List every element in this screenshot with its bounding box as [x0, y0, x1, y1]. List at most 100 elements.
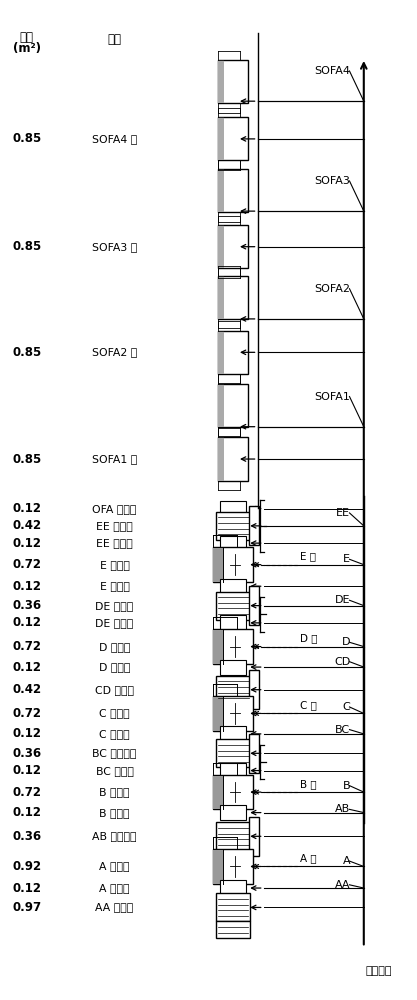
Bar: [219, 437, 248, 481]
Bar: [220, 615, 246, 630]
Text: 0.85: 0.85: [12, 346, 41, 359]
Bar: [213, 775, 254, 809]
Text: D 磨: D 磨: [301, 633, 318, 643]
Bar: [219, 225, 248, 268]
Text: AB 油二次风: AB 油二次风: [92, 831, 137, 841]
Text: AA: AA: [335, 880, 350, 890]
Bar: [216, 893, 250, 921]
Bar: [216, 676, 250, 704]
Text: A 磨: A 磨: [301, 853, 317, 863]
Text: 0.12: 0.12: [12, 502, 41, 515]
Text: BC 贴壁风: BC 贴壁风: [95, 766, 133, 776]
Text: E 层煤粉: E 层煤粉: [100, 560, 129, 570]
Text: C: C: [342, 702, 350, 712]
Bar: [219, 225, 224, 268]
Text: B 层煤粉: B 层煤粉: [99, 787, 130, 797]
Bar: [213, 775, 223, 809]
Bar: [213, 547, 223, 582]
Bar: [220, 805, 246, 820]
Text: E 周界风: E 周界风: [100, 581, 129, 591]
Text: D 周界风: D 周界风: [99, 662, 130, 672]
Bar: [220, 660, 246, 675]
Text: 二次风筱: 二次风筱: [366, 966, 392, 976]
Bar: [216, 921, 250, 938]
Text: AB: AB: [335, 804, 350, 814]
Text: DE 贴壁风: DE 贴壁风: [95, 618, 133, 628]
Text: E: E: [343, 554, 350, 564]
Text: E 磨: E 磨: [301, 551, 317, 561]
Text: 0.12: 0.12: [12, 661, 41, 674]
Bar: [219, 276, 248, 319]
Text: OFA 贴壁风: OFA 贴壁风: [92, 504, 137, 514]
Text: 0.42: 0.42: [12, 683, 41, 696]
Bar: [249, 670, 259, 709]
Text: 0.36: 0.36: [12, 747, 41, 760]
Bar: [220, 579, 246, 594]
Text: SOFA4: SOFA4: [314, 66, 350, 76]
Text: DE 辅助风: DE 辅助风: [95, 601, 133, 611]
Text: 0.97: 0.97: [12, 901, 41, 914]
Bar: [216, 512, 250, 540]
Text: D 层煤粉: D 层煤粉: [99, 642, 130, 652]
Text: 0.12: 0.12: [12, 806, 41, 819]
Text: 0.72: 0.72: [12, 558, 41, 571]
Bar: [219, 276, 224, 319]
Text: SOFA3: SOFA3: [314, 176, 350, 186]
Text: 0.85: 0.85: [12, 453, 41, 466]
Bar: [220, 880, 246, 896]
Text: SOFA1 风: SOFA1 风: [92, 454, 137, 464]
Bar: [213, 849, 254, 884]
Text: C 周界风: C 周界风: [99, 729, 130, 739]
Bar: [213, 629, 223, 664]
Text: 0.12: 0.12: [12, 764, 41, 777]
Text: 0.36: 0.36: [12, 599, 41, 612]
Bar: [220, 501, 246, 516]
Text: SOFA1: SOFA1: [314, 392, 350, 402]
Text: DE: DE: [335, 595, 350, 605]
Text: B 周界风: B 周界风: [99, 808, 130, 818]
Bar: [219, 331, 248, 374]
Bar: [219, 384, 248, 427]
Bar: [219, 60, 248, 103]
Bar: [213, 696, 223, 731]
Text: 0.12: 0.12: [12, 727, 41, 740]
Text: BC 油二次风: BC 油二次风: [92, 748, 137, 758]
Text: CD: CD: [334, 657, 350, 667]
Text: 0.12: 0.12: [12, 580, 41, 593]
Bar: [220, 763, 246, 778]
Bar: [213, 547, 254, 582]
Text: A 周界风: A 周界风: [99, 883, 130, 893]
Text: 名称: 名称: [108, 33, 121, 46]
Bar: [219, 384, 224, 427]
Bar: [220, 726, 246, 741]
Text: 0.12: 0.12: [12, 616, 41, 629]
Text: D: D: [342, 637, 350, 647]
Text: 0.85: 0.85: [12, 132, 41, 145]
Text: 0.85: 0.85: [12, 240, 41, 253]
Text: 0.72: 0.72: [12, 786, 41, 799]
Text: AA 二次风: AA 二次风: [95, 902, 133, 912]
Text: SOFA4 风: SOFA4 风: [92, 134, 137, 144]
Bar: [216, 739, 250, 767]
Bar: [219, 117, 224, 160]
Bar: [249, 506, 259, 545]
Text: 0.92: 0.92: [12, 860, 41, 873]
Text: EE: EE: [336, 508, 350, 518]
Text: SOFA2: SOFA2: [314, 284, 350, 294]
Text: 0.12: 0.12: [12, 537, 41, 550]
Text: (m²): (m²): [13, 42, 40, 55]
Bar: [220, 536, 246, 551]
Bar: [213, 629, 254, 664]
Text: CD 辅助风: CD 辅助风: [95, 685, 134, 695]
Bar: [216, 822, 250, 850]
Bar: [249, 817, 259, 856]
Text: B 磨: B 磨: [301, 779, 317, 789]
Text: A 层煤粉: A 层煤粉: [99, 861, 130, 871]
Text: 0.72: 0.72: [12, 707, 41, 720]
Bar: [219, 331, 224, 374]
Text: 0.42: 0.42: [12, 519, 41, 532]
Text: A: A: [343, 856, 350, 866]
Text: C 磨: C 磨: [301, 700, 317, 710]
Bar: [213, 849, 223, 884]
Text: C 层煤粉: C 层煤粉: [99, 708, 130, 718]
